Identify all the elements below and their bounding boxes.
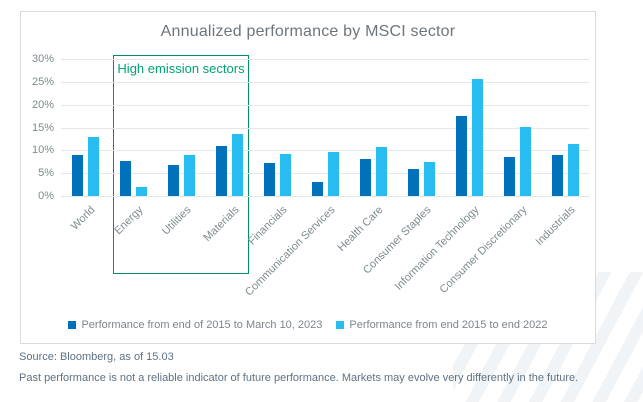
bar-series2-consumer-staples bbox=[423, 162, 435, 196]
y-tick-label: 0% bbox=[38, 190, 54, 202]
x-axis-label-consumer-staples: Consumer Staples bbox=[361, 204, 434, 277]
x-axis-label-consumer-discretionary: Consumer Discretionary bbox=[437, 204, 530, 296]
gridline-0 bbox=[61, 196, 589, 197]
bar-group-consumer-discretionary bbox=[493, 59, 541, 196]
y-tick-label: 25% bbox=[31, 75, 54, 88]
chart-card: Annualized performance by MSCI sector Hi… bbox=[20, 11, 596, 344]
bar-series2-financials bbox=[279, 153, 291, 196]
x-axis-label-information-technology: Information Technology bbox=[392, 204, 482, 293]
bar-series1-energy bbox=[119, 161, 131, 196]
gridline-15 bbox=[61, 127, 589, 129]
x-axis-label-industrials: Industrials bbox=[533, 204, 578, 248]
y-tick-label: 5% bbox=[38, 167, 54, 180]
disclaimer-text: Past performance is not a reliable indic… bbox=[19, 372, 579, 384]
gridline-30 bbox=[61, 59, 589, 60]
x-axis-label-health-care: Health Care bbox=[335, 204, 386, 254]
bar-group-information-technology bbox=[445, 59, 493, 196]
y-tick-label: 30% bbox=[31, 53, 54, 65]
gridline-25 bbox=[61, 81, 589, 83]
bar-series1-communication-services bbox=[311, 181, 323, 196]
legend-label: Performance from end of 2015 to March 10… bbox=[81, 319, 323, 331]
bar-series2-industrials bbox=[567, 144, 579, 196]
bar-series1-information-technology bbox=[455, 116, 467, 196]
bar-series1-industrials bbox=[551, 154, 563, 196]
x-axis-label-communication-services: Communication Services bbox=[242, 204, 338, 299]
legend-swatch-icon bbox=[68, 321, 77, 329]
legend-label: Performance from end 2015 to end 2022 bbox=[349, 319, 548, 331]
chart-title: Annualized performance by MSCI sector bbox=[160, 23, 456, 40]
gridline-5 bbox=[61, 173, 589, 175]
bar-series2-communication-services bbox=[327, 152, 339, 196]
bar-group-utilities bbox=[157, 59, 205, 196]
legend-item-2: Performance from end 2015 to end 2022 bbox=[336, 319, 548, 331]
bar-group-consumer-staples bbox=[397, 59, 445, 196]
bar-series1-financials bbox=[263, 163, 275, 196]
bar-group-health-care bbox=[349, 59, 397, 196]
source-text: Source: Bloomberg, as of 15.03 bbox=[19, 351, 174, 363]
high-emission-label: High emission sectors bbox=[117, 61, 245, 76]
legend: Performance from end of 2015 to March 10… bbox=[21, 319, 595, 331]
bar-group-energy bbox=[109, 59, 157, 196]
bar-group-world bbox=[61, 59, 109, 196]
bar-group-financials bbox=[253, 59, 301, 196]
bar-group-communication-services bbox=[301, 59, 349, 196]
bar-series2-health-care bbox=[375, 146, 387, 196]
x-axis-label-world: World bbox=[68, 204, 98, 233]
bar-series1-consumer-staples bbox=[407, 169, 419, 196]
gridline-20 bbox=[61, 104, 589, 106]
bar-group-industrials bbox=[541, 59, 589, 196]
bar-series2-world bbox=[87, 136, 99, 196]
y-tick-label: 20% bbox=[31, 98, 54, 111]
bar-series2-materials bbox=[231, 133, 243, 196]
gridline-10 bbox=[61, 150, 589, 152]
bar-series2-information-technology bbox=[471, 78, 483, 196]
y-tick-label: 10% bbox=[31, 144, 54, 157]
bar-series2-energy bbox=[135, 186, 147, 196]
bar-series1-consumer-discretionary bbox=[503, 156, 515, 196]
legend-item-1: Performance from end of 2015 to March 10… bbox=[68, 319, 322, 331]
bar-series1-health-care bbox=[359, 159, 371, 196]
bar-group-materials bbox=[205, 59, 253, 196]
legend-swatch-icon bbox=[336, 321, 345, 329]
bar-series1-world bbox=[71, 154, 83, 196]
high-emission-box: High emission sectors bbox=[113, 55, 249, 274]
bar-series1-utilities bbox=[167, 164, 179, 196]
plot-area: High emission sectors 0% 5% 10% 15% 20% 25% 30… bbox=[32, 53, 589, 299]
y-tick-label: 15% bbox=[31, 121, 54, 134]
bar-series2-consumer-discretionary bbox=[519, 126, 531, 196]
bar-series1-materials bbox=[215, 146, 227, 196]
bar-series2-utilities bbox=[183, 154, 195, 196]
